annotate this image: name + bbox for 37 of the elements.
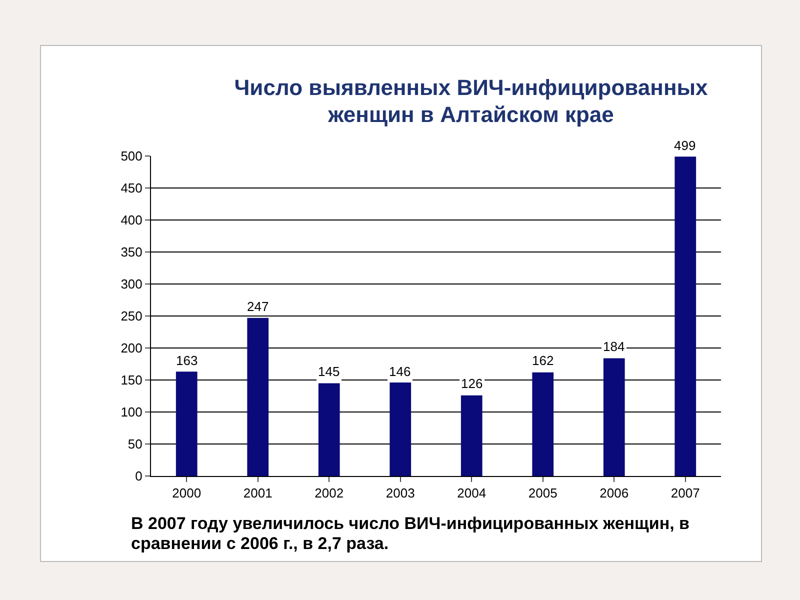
x-tick-label: 2006 [600,486,629,501]
y-tick-label: 450 [120,180,142,196]
y-tick-label: 50 [128,436,142,452]
bar [460,395,482,476]
bar [674,156,696,476]
y-tick-label: 150 [120,372,142,388]
bar [247,318,269,476]
y-tick-label: 300 [120,276,142,292]
x-tick-label: 2004 [457,486,486,501]
y-tick-label: 500 [120,148,142,164]
bar [390,382,412,476]
y-tick-label: 0 [135,468,142,484]
y-tick-label: 250 [120,308,142,324]
data-label: 145 [318,364,340,379]
x-tick-label: 2002 [314,486,344,501]
data-label: 162 [532,353,554,368]
chart-title: Число выявленных ВИЧ-инфицированных женщин в Алтайском крае [233,74,709,128]
bar [532,372,554,476]
bar [318,383,340,476]
y-tick-label: 200 [120,340,142,356]
data-label: 184 [603,339,625,354]
x-tick-label: 2001 [243,486,272,501]
data-label: 126 [461,376,483,391]
x-tick-label: 2005 [528,486,558,501]
data-label: 163 [176,353,198,368]
y-tick-label: 100 [120,404,142,420]
text: В 2007 году увеличилось число ВИЧ-инфицированных женщин, в сравнении с 2006 г., в 2,7 раза. [130,514,691,554]
bar [603,358,625,476]
y-tick-label: 400 [120,212,142,228]
bar [176,372,198,476]
data-label: 247 [247,299,269,314]
y-tick-label: 350 [120,244,142,260]
data-label: 499 [674,138,696,153]
x-tick-label: 2003 [386,486,415,501]
x-tick-label: 2000 [172,486,202,501]
x-tick-label: 2007 [670,486,700,501]
data-label: 146 [389,364,411,379]
